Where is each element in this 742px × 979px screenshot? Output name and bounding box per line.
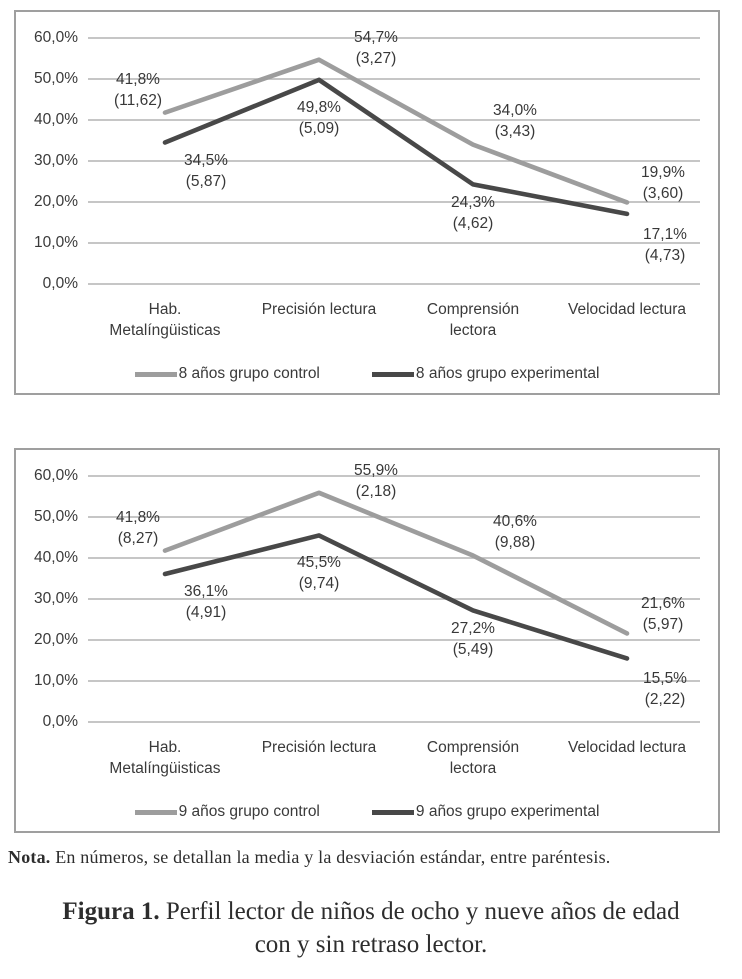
x-axis-category-label: Precisión lectura bbox=[261, 301, 377, 318]
legend-line-swatch-icon bbox=[371, 809, 414, 815]
legend-item-control: 8 años grupo control bbox=[134, 365, 320, 383]
data-label-control: 41,8% (11,62) bbox=[90, 69, 186, 111]
data-label-value: 41,8% bbox=[116, 70, 160, 88]
legend-item-experimental: 9 años grupo experimental bbox=[371, 803, 600, 821]
figure-caption: Figura 1. Perfil lector de niños de ocho… bbox=[21, 896, 721, 979]
data-label-sd: (11,62) bbox=[114, 91, 162, 109]
y-axis-tick-label: 50,0% bbox=[34, 508, 78, 525]
y-axis-tick-label: 30,0% bbox=[34, 590, 78, 607]
data-label-experimental: 45,5% (9,74) bbox=[271, 552, 367, 594]
data-label-value: 40,6% bbox=[493, 512, 537, 530]
data-label-value: 19,9% bbox=[641, 164, 685, 182]
data-label-sd: (9,88) bbox=[494, 533, 536, 551]
data-label-sd: (8,27) bbox=[117, 529, 159, 547]
figure-note: Nota. En números, se detallan la media y… bbox=[8, 847, 734, 868]
legend-line-swatch-icon bbox=[371, 371, 414, 377]
data-label-control: 41,8% (8,27) bbox=[90, 507, 186, 549]
data-label-value: 49,8% bbox=[297, 98, 341, 116]
data-label-experimental: 36,1% (4,91) bbox=[158, 581, 254, 623]
data-label-sd: (3,60) bbox=[642, 185, 684, 203]
data-label-experimental: 27,2% (5,49) bbox=[425, 618, 521, 660]
note-label: Nota. bbox=[8, 847, 51, 867]
y-axis-tick-label: 50,0% bbox=[34, 70, 78, 87]
data-label-value: 34,5% bbox=[184, 151, 228, 169]
data-label-value: 41,8% bbox=[116, 508, 160, 526]
x-axis-category-label: Precisión lectura bbox=[261, 739, 377, 756]
data-label-sd: (5,49) bbox=[452, 641, 494, 659]
data-label-sd: (4,91) bbox=[185, 603, 227, 621]
chart-8-years-panel: 60,0% 50,0% 40,0% 30,0% 20,0% 10,0% 0,0% Hab. M… bbox=[14, 10, 720, 395]
data-label-sd: (5,87) bbox=[185, 172, 227, 190]
data-label-value: 45,5% bbox=[297, 554, 341, 572]
data-label-value: 54,7% bbox=[354, 28, 398, 46]
x-axis-category-label: Velocidad lectura bbox=[567, 301, 687, 318]
series-line-control bbox=[162, 57, 630, 205]
x-axis-category-label: Hab. Metalíngüisticas bbox=[109, 301, 221, 339]
data-label-value: 21,6% bbox=[641, 595, 685, 613]
data-label-value: 55,9% bbox=[354, 461, 398, 479]
legend-item-experimental: 8 años grupo experimental bbox=[371, 365, 600, 383]
data-label-experimental: 17,1% (4,73) bbox=[617, 224, 713, 266]
data-label-value: 15,5% bbox=[643, 670, 687, 688]
data-label-control: 40,6% (9,88) bbox=[467, 511, 563, 553]
legend-label: 9 años grupo experimental bbox=[415, 803, 600, 820]
legend-line-swatch-icon bbox=[134, 371, 177, 377]
series-line-control bbox=[162, 490, 630, 636]
chart-legend: 8 años grupo control 8 años grupo experim… bbox=[16, 365, 718, 383]
data-label-experimental: 15,5% (2,22) bbox=[617, 668, 713, 710]
y-axis-tick-label: 10,0% bbox=[34, 234, 78, 251]
y-axis-tick-label: 30,0% bbox=[34, 152, 78, 169]
note-text: En números, se detallan la media y la de… bbox=[55, 847, 611, 867]
legend-label: 9 años grupo control bbox=[178, 803, 320, 820]
y-axis-tick-label: 60,0% bbox=[34, 29, 78, 46]
y-axis-tick-label: 0,0% bbox=[42, 713, 78, 730]
data-label-sd: (5,97) bbox=[642, 616, 684, 634]
data-label-sd: (4,73) bbox=[644, 246, 686, 264]
y-axis-tick-label: 10,0% bbox=[34, 672, 78, 689]
data-label-value: 36,1% bbox=[184, 582, 228, 600]
legend-item-control: 9 años grupo control bbox=[134, 803, 320, 821]
data-label-experimental: 24,3% (4,62) bbox=[425, 192, 521, 234]
caption-label: Figura 1. bbox=[62, 898, 160, 925]
y-axis-tick-label: 40,0% bbox=[34, 111, 78, 128]
data-label-control: 21,6% (5,97) bbox=[615, 593, 711, 635]
data-label-sd: (2,18) bbox=[355, 482, 397, 500]
data-label-value: 27,2% bbox=[451, 620, 495, 638]
series-line-experimental bbox=[162, 533, 630, 661]
y-axis-tick-label: 0,0% bbox=[42, 275, 78, 292]
data-label-control: 34,0% (3,43) bbox=[467, 100, 563, 142]
data-label-value: 34,0% bbox=[493, 101, 537, 119]
data-label-value: 24,3% bbox=[451, 194, 495, 212]
y-axis-tick-label: 40,0% bbox=[34, 549, 78, 566]
legend-line-swatch-icon bbox=[134, 809, 177, 815]
x-axis-category-label: Comprensión lectora bbox=[426, 739, 520, 777]
data-label-value: 17,1% bbox=[643, 225, 687, 243]
y-axis-tick-label: 20,0% bbox=[34, 193, 78, 210]
data-label-sd: (3,27) bbox=[355, 49, 397, 67]
data-label-experimental: 34,5% (5,87) bbox=[158, 150, 254, 192]
legend-label: 8 años grupo experimental bbox=[415, 365, 600, 382]
legend-label: 8 años grupo control bbox=[178, 365, 320, 382]
data-label-control: 54,7% (3,27) bbox=[328, 27, 424, 69]
chart-9-years-panel: 60,0% 50,0% 40,0% 30,0% 20,0% 10,0% 0,0% Hab. M… bbox=[14, 448, 720, 833]
data-label-sd: (5,09) bbox=[298, 119, 340, 137]
y-axis-tick-label: 20,0% bbox=[34, 631, 78, 648]
caption-text: Perfil lector de niños de ocho y nueve a… bbox=[165, 898, 680, 958]
y-axis-tick-label: 60,0% bbox=[34, 467, 78, 484]
series-line-experimental bbox=[162, 77, 630, 217]
chart-legend: 9 años grupo control 9 años grupo experim… bbox=[16, 803, 718, 821]
data-label-sd: (3,43) bbox=[494, 122, 536, 140]
x-axis-category-label: Comprensión lectora bbox=[426, 301, 520, 339]
x-axis-category-label: Hab. Metalíngüisticas bbox=[109, 739, 221, 777]
data-label-sd: (9,74) bbox=[298, 575, 340, 593]
chart-plot-area bbox=[88, 37, 700, 285]
data-label-experimental: 49,8% (5,09) bbox=[271, 97, 367, 139]
data-label-control: 19,9% (3,60) bbox=[615, 162, 711, 204]
data-label-control: 55,9% (2,18) bbox=[328, 460, 424, 502]
data-label-sd: (2,22) bbox=[644, 691, 686, 709]
data-label-sd: (4,62) bbox=[452, 215, 494, 233]
chart-plot-area bbox=[88, 475, 700, 723]
x-axis-category-label: Velocidad lectura bbox=[567, 739, 687, 756]
